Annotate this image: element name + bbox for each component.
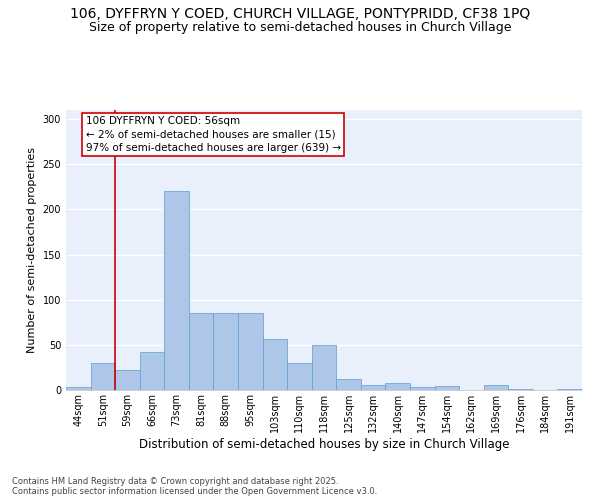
Bar xyxy=(140,352,164,390)
Bar xyxy=(484,384,508,390)
Text: Size of property relative to semi-detached houses in Church Village: Size of property relative to semi-detach… xyxy=(89,21,511,34)
Bar xyxy=(115,370,140,390)
Bar xyxy=(164,192,189,390)
Bar xyxy=(91,363,115,390)
Bar xyxy=(238,313,263,390)
Bar xyxy=(361,384,385,390)
X-axis label: Distribution of semi-detached houses by size in Church Village: Distribution of semi-detached houses by … xyxy=(139,438,509,450)
Bar xyxy=(189,313,214,390)
Bar xyxy=(214,313,238,390)
Bar xyxy=(434,386,459,390)
Bar xyxy=(557,389,582,390)
Bar xyxy=(263,338,287,390)
Bar xyxy=(312,345,336,390)
Y-axis label: Number of semi-detached properties: Number of semi-detached properties xyxy=(27,147,37,353)
Bar xyxy=(287,363,312,390)
Text: 106 DYFFRYN Y COED: 56sqm
← 2% of semi-detached houses are smaller (15)
97% of s: 106 DYFFRYN Y COED: 56sqm ← 2% of semi-d… xyxy=(86,116,341,152)
Text: 106, DYFFRYN Y COED, CHURCH VILLAGE, PONTYPRIDD, CF38 1PQ: 106, DYFFRYN Y COED, CHURCH VILLAGE, PON… xyxy=(70,8,530,22)
Bar xyxy=(336,379,361,390)
Text: Contains HM Land Registry data © Crown copyright and database right 2025.
Contai: Contains HM Land Registry data © Crown c… xyxy=(12,476,377,496)
Bar xyxy=(385,383,410,390)
Bar xyxy=(410,388,434,390)
Bar xyxy=(508,389,533,390)
Bar xyxy=(66,388,91,390)
